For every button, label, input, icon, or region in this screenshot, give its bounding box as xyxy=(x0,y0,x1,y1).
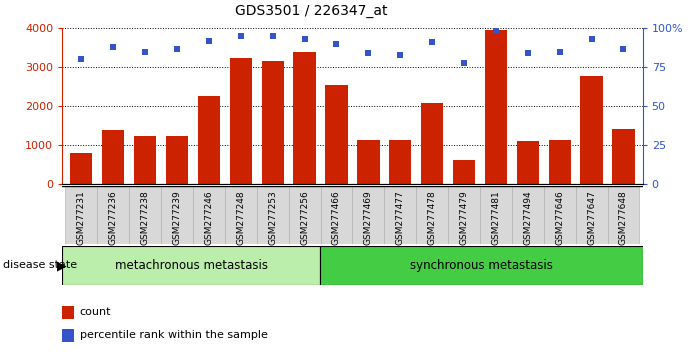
Bar xyxy=(512,186,544,244)
Bar xyxy=(357,140,379,184)
Text: GSM277466: GSM277466 xyxy=(332,190,341,245)
Text: GSM277238: GSM277238 xyxy=(140,190,150,245)
Point xyxy=(108,44,119,50)
Text: GSM277479: GSM277479 xyxy=(460,190,468,245)
Bar xyxy=(320,246,643,285)
Bar xyxy=(257,186,289,244)
Text: synchronous metastasis: synchronous metastasis xyxy=(410,259,553,272)
Bar xyxy=(289,186,321,244)
Bar xyxy=(129,186,161,244)
Text: GSM277231: GSM277231 xyxy=(77,190,86,245)
Point xyxy=(76,57,87,62)
Bar xyxy=(97,186,129,244)
Text: metachronous metastasis: metachronous metastasis xyxy=(115,259,267,272)
Text: GDS3501 / 226347_at: GDS3501 / 226347_at xyxy=(235,4,387,18)
Bar xyxy=(134,136,156,184)
Bar xyxy=(544,186,576,244)
Text: GSM277481: GSM277481 xyxy=(491,190,500,245)
Point xyxy=(140,49,151,55)
Bar xyxy=(576,186,607,244)
Text: GSM277239: GSM277239 xyxy=(173,190,182,245)
Text: GSM277646: GSM277646 xyxy=(555,190,565,245)
Text: GSM277648: GSM277648 xyxy=(619,190,628,245)
Text: count: count xyxy=(79,307,111,318)
Point xyxy=(491,27,502,33)
Bar xyxy=(62,306,74,319)
Bar xyxy=(485,30,507,184)
Bar xyxy=(612,129,634,184)
Text: GSM277469: GSM277469 xyxy=(364,190,373,245)
Point xyxy=(299,36,310,42)
Point xyxy=(395,52,406,58)
Bar xyxy=(294,52,316,184)
Point xyxy=(426,40,437,45)
Text: disease state: disease state xyxy=(3,261,77,270)
Point xyxy=(171,46,182,51)
Text: GSM277246: GSM277246 xyxy=(205,190,214,245)
Bar xyxy=(448,186,480,244)
Bar xyxy=(102,130,124,184)
Point xyxy=(235,33,246,39)
Point xyxy=(618,46,629,51)
Point xyxy=(203,38,214,44)
Bar xyxy=(321,186,352,244)
Point xyxy=(459,60,470,65)
Bar xyxy=(161,186,193,244)
Point xyxy=(363,50,374,56)
Bar xyxy=(66,186,97,244)
Bar xyxy=(580,76,603,184)
Bar xyxy=(453,160,475,184)
Text: GSM277477: GSM277477 xyxy=(396,190,405,245)
Text: GSM277494: GSM277494 xyxy=(523,190,532,245)
Text: percentile rank within the sample: percentile rank within the sample xyxy=(79,330,267,341)
Bar xyxy=(62,329,74,342)
Bar xyxy=(384,186,416,244)
Bar xyxy=(325,85,348,184)
Point xyxy=(267,33,278,39)
Text: GSM277256: GSM277256 xyxy=(300,190,309,245)
Point xyxy=(522,50,533,56)
Bar xyxy=(62,246,320,285)
Bar xyxy=(389,141,411,184)
Bar xyxy=(480,186,512,244)
Bar xyxy=(549,141,571,184)
Bar xyxy=(70,153,93,184)
Point xyxy=(331,41,342,47)
Bar xyxy=(198,97,220,184)
Text: GSM277647: GSM277647 xyxy=(587,190,596,245)
Point xyxy=(554,49,565,55)
Bar xyxy=(261,61,284,184)
Bar xyxy=(607,186,639,244)
Bar xyxy=(193,186,225,244)
Text: ▶: ▶ xyxy=(57,259,66,272)
Bar xyxy=(421,103,444,184)
Bar xyxy=(517,141,539,184)
Bar xyxy=(352,186,384,244)
Text: GSM277248: GSM277248 xyxy=(236,190,245,245)
Text: GSM277253: GSM277253 xyxy=(268,190,277,245)
Point xyxy=(586,36,597,42)
Text: GSM277236: GSM277236 xyxy=(108,190,117,245)
Text: GSM277478: GSM277478 xyxy=(428,190,437,245)
Bar xyxy=(225,186,257,244)
Bar xyxy=(229,58,252,184)
Bar xyxy=(416,186,448,244)
Bar xyxy=(166,136,188,184)
